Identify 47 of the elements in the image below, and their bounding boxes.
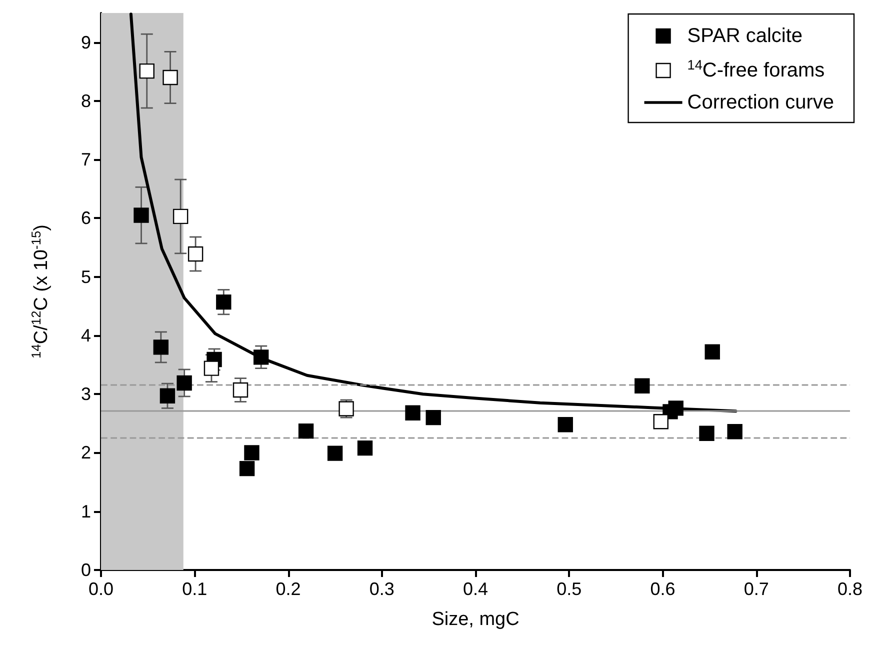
y-tick-label: 4 [80, 325, 91, 346]
x-tick-label: 0.2 [276, 579, 301, 599]
point [176, 375, 192, 391]
point [153, 340, 169, 355]
point [204, 360, 220, 376]
point [405, 405, 420, 420]
x-tick-label: 0.6 [650, 579, 676, 599]
point [668, 400, 684, 416]
y-tick-label: 7 [80, 150, 91, 170]
y-tick-label: 9 [80, 32, 91, 52]
point [426, 410, 441, 426]
y-tick-label: 3 [80, 384, 91, 404]
y-tick-label: 0 [80, 560, 91, 580]
point [357, 440, 373, 456]
point [160, 388, 176, 404]
point [558, 416, 573, 432]
x-tick-label: 0.7 [744, 579, 769, 599]
point [239, 460, 255, 476]
x-tick-label: 0.4 [462, 579, 488, 599]
x-tick-label: 0.5 [556, 579, 582, 599]
legend-label: SPAR calcite [687, 25, 803, 47]
point [727, 424, 742, 440]
y-tick-label: 5 [80, 266, 91, 287]
y-tick-label: 2 [80, 442, 91, 463]
point [634, 378, 650, 394]
y-axis-title: 14C/12C (x 10-15) [28, 224, 52, 358]
point [139, 63, 154, 79]
point [298, 423, 314, 439]
point [162, 70, 178, 86]
y-tick-label: 1 [80, 501, 91, 522]
point [232, 382, 248, 398]
point [172, 208, 188, 224]
point [704, 344, 720, 360]
y-tick-label: 6 [80, 208, 91, 228]
point [327, 446, 343, 461]
x-tick-label: 0.0 [88, 579, 114, 599]
x-tick-label: 0.3 [369, 579, 394, 599]
legend-label: Correction curve [687, 92, 834, 114]
point [244, 445, 260, 460]
point [699, 426, 714, 441]
x-tick-label: 0.1 [182, 579, 208, 599]
x-axis-title: Size, mgC [432, 609, 520, 630]
y-tick-label: 8 [80, 90, 91, 111]
point [134, 208, 149, 223]
point [216, 294, 232, 310]
point [254, 350, 269, 365]
x-tick-label: 0.8 [837, 579, 863, 599]
